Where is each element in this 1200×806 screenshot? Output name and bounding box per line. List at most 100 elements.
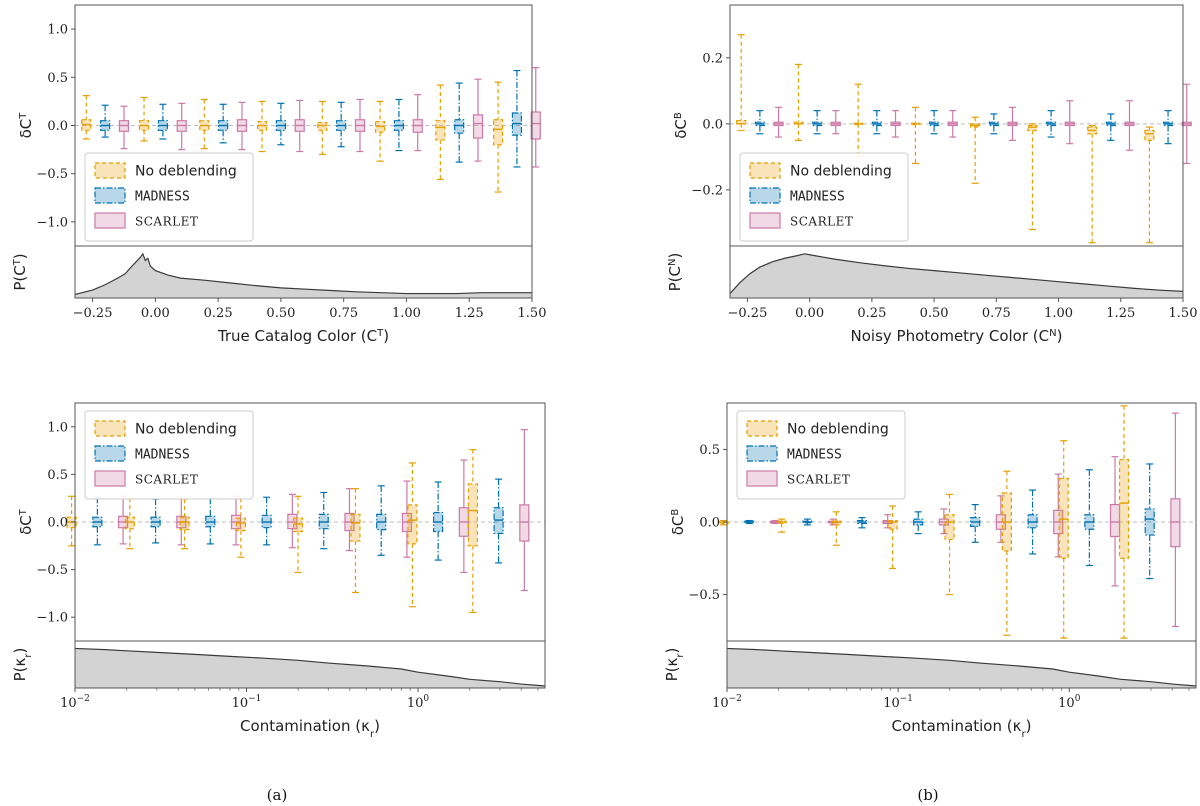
y-axis-label: δCT: [17, 508, 35, 535]
box-madness-5: [1027, 489, 1038, 555]
y-tick-label: −1.0: [36, 611, 68, 626]
x-tick-label: 0.50: [266, 306, 295, 321]
box-no-deblending-2: [853, 83, 864, 158]
box-madness-3: [913, 511, 924, 535]
box-no-deblending-4: [944, 493, 955, 596]
panel-bottom-right: −0.5 0.0 0.5 10−2 10−1 100 Contamination (κr) δ…: [663, 402, 1197, 740]
hist-axis-label: P(κr): [663, 648, 686, 682]
x-tick-label: 100: [407, 694, 430, 711]
legend-label-scarlet: SCARLET: [135, 215, 198, 229]
box-madness-7: [1162, 110, 1174, 145]
hist-axis-label: P(κr): [11, 648, 34, 682]
box-madness-1: [812, 110, 823, 135]
panel-top-right: −0.2 0.0 0.2 −0.25 0.00 0.25 0.50 0.75 1.00 1.25 1…: [666, 4, 1197, 345]
box-no-deblending-2: [179, 498, 190, 550]
hist-axes-frame: [729, 245, 1184, 299]
box-no-deblending-0: [81, 95, 92, 140]
y-tick-label: 0.5: [699, 443, 720, 458]
histogram-line: [729, 253, 1184, 294]
box-madness-3: [261, 496, 272, 546]
box-no-deblending-3: [235, 497, 246, 558]
box-scarlet-5: [1064, 100, 1075, 145]
box-no-deblending-0: [736, 34, 747, 132]
box-no-deblending-2: [199, 98, 210, 150]
legend-label-madness: MADNESS: [790, 190, 845, 205]
box-scarlet-3: [287, 493, 298, 549]
legend-swatch-madness: [746, 445, 778, 462]
box-madness-1: [150, 498, 161, 544]
box-no-deblending-4: [292, 495, 304, 574]
box-no-deblending-6: [407, 462, 418, 608]
y-tick-label: −0.5: [688, 588, 720, 603]
box-scarlet-2: [236, 101, 248, 151]
histogram-line: [726, 647, 1197, 687]
x-tick-label: 0.25: [857, 306, 886, 321]
x-tick-label: −0.25: [73, 306, 113, 321]
legend: No deblending MADNESS SCARLET: [739, 152, 909, 242]
x-tick-label: 10−1: [232, 694, 262, 711]
x-tick-label: 0.00: [141, 306, 170, 321]
box-scarlet-3: [947, 110, 958, 138]
box-no-deblending-5: [374, 100, 386, 162]
y-tick-label: 0.5: [47, 468, 68, 483]
x-tick-label: 1.00: [1044, 306, 1073, 321]
panel-top-left: −1.0 −0.5 0.0 0.5 1.0 −0.25 0.00 0.25 0.50 0.75 1.…: [11, 4, 546, 345]
box-scarlet-3: [294, 99, 305, 153]
y-axis-label: δCB: [672, 112, 690, 139]
box-no-deblending-7: [467, 449, 478, 614]
box-no-deblending-4: [317, 100, 328, 156]
y-tick-label: 1.0: [47, 420, 68, 435]
box-scarlet-0: [769, 519, 781, 525]
box-madness-7: [511, 69, 523, 168]
histogram-line: [74, 252, 532, 296]
box-madness-7: [493, 478, 504, 564]
y-tick-label: 0.0: [702, 117, 723, 132]
x-tick-label: 1.00: [392, 306, 421, 321]
y-axis-label: δCT: [17, 112, 35, 139]
x-tick-label: 10−2: [60, 694, 90, 711]
box-madness-6: [1084, 469, 1095, 567]
box-madness-6: [454, 82, 465, 163]
legend-label-madness: MADNESS: [135, 190, 190, 205]
box-no-deblending-5: [350, 488, 361, 594]
legend-swatch-scarlet: [746, 470, 778, 487]
y-tick-label: 1.0: [47, 23, 68, 38]
box-scarlet-4: [344, 488, 355, 552]
y-tick-label: −0.2: [691, 183, 723, 198]
x-tick-label: −0.25: [728, 306, 768, 321]
box-no-deblending-7: [1144, 126, 1155, 244]
box-no-deblending-6: [1058, 440, 1069, 639]
box-scarlet-4: [1007, 106, 1018, 141]
box-scarlet-0: [773, 106, 784, 138]
box-madness-4: [336, 101, 347, 148]
hist-axis-label: P(CN): [666, 253, 684, 292]
box-scarlet-7: [1181, 83, 1192, 165]
box-madness-7: [1144, 463, 1155, 580]
x-tick-label: 0.25: [204, 306, 233, 321]
box-scarlet-1: [830, 110, 841, 135]
y-axis-label: δCB: [669, 509, 687, 536]
legend-swatch-no-deblending: [746, 420, 778, 437]
box-no-deblending-1: [776, 518, 787, 533]
box-no-deblending-1: [124, 497, 135, 550]
y-tick-label: −0.5: [36, 167, 68, 182]
hist-axes-frame: [74, 245, 533, 299]
box-no-deblending-6: [1087, 124, 1098, 244]
box-no-deblending-3: [910, 106, 921, 165]
box-scarlet-5: [412, 94, 423, 152]
box-scarlet-1: [176, 102, 187, 151]
box-madness-0: [100, 104, 111, 138]
x-tick-label: 0.75: [329, 306, 358, 321]
box-no-deblending-5: [1027, 123, 1038, 231]
y-tick-label: 0.0: [47, 516, 68, 531]
box-madness-0: [744, 519, 755, 525]
histogram-line: [74, 647, 546, 687]
legend: No deblending MADNESS SCARLET: [84, 410, 254, 500]
box-no-deblending-4: [970, 116, 981, 184]
box-no-deblending-6: [435, 84, 446, 181]
box-madness-6: [1105, 113, 1116, 141]
box-scarlet-2: [890, 110, 901, 138]
legend-swatch-no-deblending: [94, 420, 126, 437]
x-tick-label: 1.25: [1106, 306, 1135, 321]
